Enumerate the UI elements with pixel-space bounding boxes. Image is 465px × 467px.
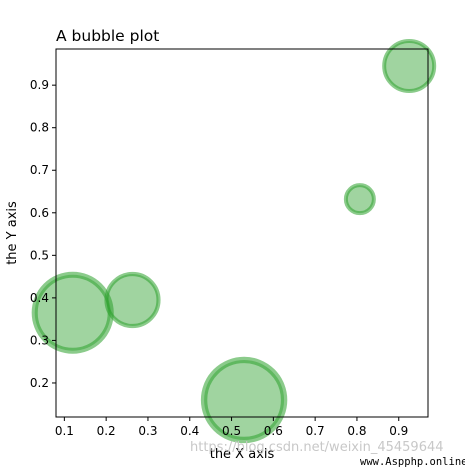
y-tick-label-3: 0.4 <box>30 291 49 305</box>
x-tick-label-2: 0.2 <box>97 424 116 438</box>
x-tick-label-5: 0.5 <box>222 424 241 438</box>
x-tick-label-1: 0.1 <box>55 424 74 438</box>
x-tick-label-9: 0.9 <box>389 424 408 438</box>
y-tick-label-4: 0.5 <box>30 248 49 262</box>
y-axis-ticks: 0.2 0.3 0.4 0.5 0.6 0.7 0.8 0.9 <box>30 78 56 390</box>
x-tick-label-4: 0.4 <box>180 424 199 438</box>
y-tick-label-2: 0.3 <box>30 333 49 347</box>
bubbles-layer <box>31 39 437 444</box>
y-tick-label-5: 0.6 <box>30 206 49 220</box>
bubble-point-2 <box>104 271 161 329</box>
x-tick-label-3: 0.3 <box>138 424 157 438</box>
y-tick-label-8: 0.9 <box>30 78 49 92</box>
chart-title: A bubble plot <box>56 27 159 45</box>
x-tick-label-6: 0.6 <box>264 424 283 438</box>
x-axis-ticks: 0.1 0.2 0.3 0.4 0.5 0.6 0.7 0.8 0.9 <box>55 417 408 438</box>
y-tick-label-7: 0.8 <box>30 121 49 135</box>
bubble-point-4 <box>343 183 376 216</box>
y-tick-label-6: 0.7 <box>30 163 49 177</box>
y-tick-label-1: 0.2 <box>30 376 49 390</box>
bubble-point-3 <box>200 356 288 444</box>
bubble-point-5 <box>382 39 437 94</box>
x-axis-label: the X axis <box>210 447 275 462</box>
watermark-text: https://blog.csdn.net/weixin_45459644 <box>190 440 444 455</box>
credit-text: www.Aspphp.online <box>360 456 465 467</box>
x-tick-label-8: 0.8 <box>347 424 366 438</box>
plot-frame <box>55 48 429 418</box>
y-axis-label: the Y axis <box>5 201 20 265</box>
x-tick-label-7: 0.7 <box>306 424 325 438</box>
